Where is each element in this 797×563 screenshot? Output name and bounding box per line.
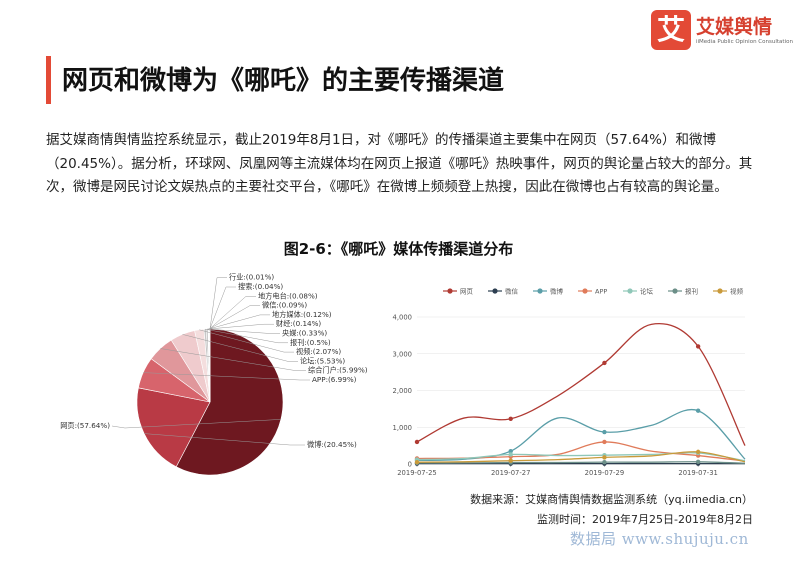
charts-area: 网页:(57.64%) 微博:(20.45%) APP:(6.99%)综合门户:(5… xyxy=(60,273,746,477)
pie-slice-label: 论坛:(5.53%) xyxy=(300,356,345,365)
data-source-note: 数据来源：艾媒商情舆情数据监测系统（yq.iimedia.cn） xyxy=(470,493,753,506)
data-point xyxy=(602,360,607,366)
pie-slice xyxy=(136,387,211,468)
title-accent-bar xyxy=(46,56,51,104)
pie-leader-line xyxy=(160,348,306,371)
data-point xyxy=(508,416,513,421)
legend-item[interactable]: APP xyxy=(595,288,607,296)
page-title: 网页和微博为《哪吒》的主要传播渠道 xyxy=(62,66,505,96)
legend-item[interactable]: 微信 xyxy=(505,287,519,296)
x-tick-label: 2019-07-31 xyxy=(678,469,718,477)
data-point xyxy=(508,448,513,454)
pie-slice-label: APP:(6.99%) xyxy=(312,375,357,384)
data-point xyxy=(508,458,513,463)
legend-swatch-dot xyxy=(537,288,543,294)
legend-item[interactable]: 报刊 xyxy=(685,287,698,296)
pie-slice-label: 综合门户:(5.99%) xyxy=(308,366,368,375)
legend-swatch-dot xyxy=(582,288,588,294)
brand-name: 艾媒舆情 xyxy=(696,16,773,38)
x-tick-label: 2019-07-27 xyxy=(491,469,531,477)
brand-logo-mark: 艾 xyxy=(651,10,691,50)
pie-leader-line xyxy=(111,419,281,429)
pie-slice-label: 地方媒体:(0.12%) xyxy=(272,310,332,319)
data-point xyxy=(602,455,607,460)
legend-swatch-dot xyxy=(492,288,498,294)
data-point xyxy=(414,459,420,465)
legend-item[interactable]: 论坛 xyxy=(640,287,654,296)
pie-slice-label: 报刊:(0.5%) xyxy=(290,338,331,347)
legend-swatch-dot xyxy=(627,288,633,294)
monitoring-period-note: 监测时间：2019年7月25日-2019年8月2日 xyxy=(537,513,753,526)
pie-slice xyxy=(175,328,284,476)
legend-item[interactable]: 网页 xyxy=(460,288,474,296)
series-line xyxy=(416,452,746,462)
pie-leader-line xyxy=(208,323,274,330)
data-point xyxy=(508,452,513,457)
pie-slice-label: 搜索:(0.04%) xyxy=(238,282,283,291)
data-point xyxy=(695,408,701,413)
pie-slice-label: 微博:(20.45%) xyxy=(307,440,357,449)
pie-slice-label: 微信:(0.09%) xyxy=(262,301,307,310)
pie-slice-label: 央媒:(0.33%) xyxy=(282,329,327,338)
data-point xyxy=(414,439,420,445)
y-tick-label: 4,000 xyxy=(393,314,412,322)
legend-swatch-dot xyxy=(672,288,678,294)
pie-leader-line xyxy=(209,277,227,330)
y-tick-label: 0 xyxy=(408,461,412,469)
pie-slice-label: 行业:(0.01%) xyxy=(229,273,274,282)
pie-leader-line xyxy=(207,328,280,334)
series-line xyxy=(416,461,746,464)
data-point xyxy=(602,439,607,445)
data-point xyxy=(602,459,607,465)
x-tick-label: 2019-07-25 xyxy=(397,469,437,477)
figure-title: 图2-6：《哪吒》媒体传播渠道分布 xyxy=(283,240,514,258)
watermark: 数据局 www.shujuju.cn xyxy=(570,530,749,548)
brand-tagline: iiMedia Public Opinion Consultation xyxy=(696,39,793,45)
brand-logo: 艾 艾媒舆情 iiMedia Public Opinion Consultati… xyxy=(651,10,793,54)
pie-leader-line xyxy=(209,286,236,330)
y-tick-label: 1,000 xyxy=(393,424,412,432)
body-paragraph: 据艾媒商情舆情监控系统显示，截止2019年8月1日，对《哪吒》的传播渠道主要集中… xyxy=(46,132,753,195)
pie-leader-line xyxy=(144,433,305,446)
pie-slice-label: 财经:(0.14%) xyxy=(276,319,321,328)
pie-leader-line xyxy=(143,372,310,381)
data-point xyxy=(695,459,701,464)
pie-slice-label: 视频:(2.07%) xyxy=(296,347,341,356)
data-point xyxy=(695,344,701,349)
legend-swatch-dot xyxy=(447,288,453,294)
series-line xyxy=(416,451,746,463)
legend-swatch-dot xyxy=(717,288,723,294)
x-tick-label: 2019-07-29 xyxy=(585,469,625,477)
data-point xyxy=(695,449,701,455)
data-point xyxy=(602,429,607,435)
y-tick-label: 2,000 xyxy=(393,387,412,395)
pie-leader-line xyxy=(182,334,298,362)
pie-leader-line xyxy=(199,329,294,353)
pie-leader-line xyxy=(209,305,260,330)
pie-chart: 网页:(57.64%) 微博:(20.45%) APP:(6.99%)综合门户:(5… xyxy=(60,273,368,476)
line-chart: 网页 微信 微博 APP 论坛 报刊 视频 0 1,000 2,000 3,000 4,000 2019… xyxy=(393,287,746,477)
pie-leader-line xyxy=(205,328,288,344)
y-tick-label: 3,000 xyxy=(393,350,412,358)
legend-item[interactable]: 微博 xyxy=(550,287,564,296)
pie-leader-line xyxy=(208,314,270,330)
legend-item[interactable]: 视频 xyxy=(730,287,744,296)
pie-leader-line xyxy=(209,296,256,330)
pie-slice-label: 地方电台:(0.08%) xyxy=(258,291,318,300)
pie-slice-label: 网页:(57.64%) xyxy=(60,421,110,430)
